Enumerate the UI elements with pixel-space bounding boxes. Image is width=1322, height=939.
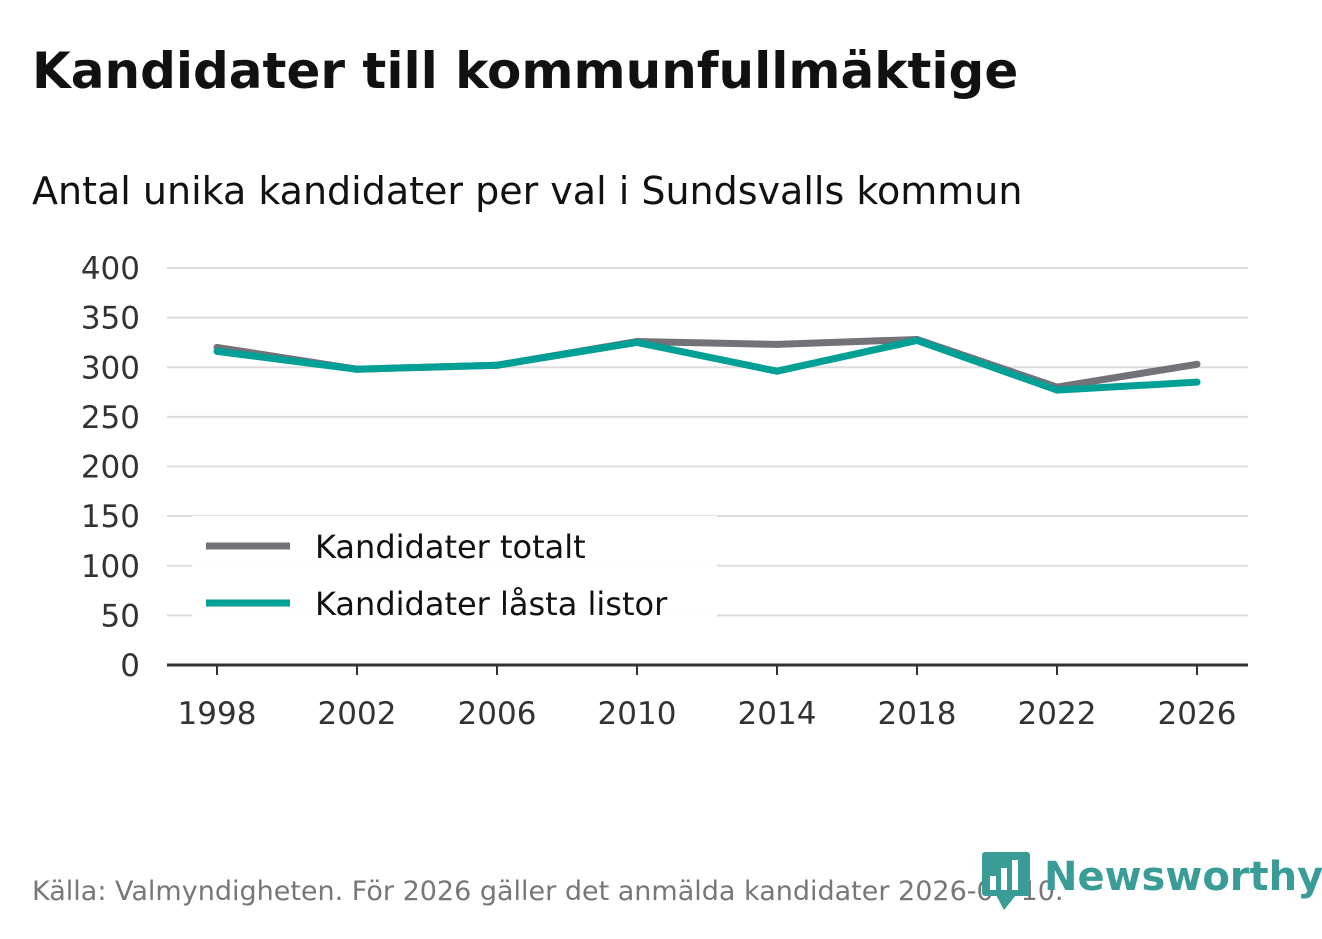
x-tick-label: 2022 [1018, 696, 1097, 732]
data-point-1-2006 [493, 361, 501, 369]
data-point-1-2018 [913, 336, 921, 344]
legend-label-lasta-listor: Kandidater låsta listor [315, 585, 668, 623]
series-lines [213, 335, 1201, 394]
data-point-0-2014 [773, 340, 781, 348]
y-tick-label: 300 [81, 350, 140, 386]
data-point-0-2026 [1193, 360, 1201, 368]
data-point-1-2010 [633, 338, 641, 346]
chart-title: Kandidater till kommunfullmäktige [32, 42, 1018, 100]
x-tick-label: 2006 [458, 696, 537, 732]
chart-subtitle: Antal unika kandidater per val i Sundsva… [32, 169, 1022, 213]
y-tick-label: 200 [81, 450, 140, 486]
y-tick-label: 0 [120, 648, 140, 684]
series-line-1 [216, 336, 1198, 394]
series-line-0 [216, 335, 1198, 391]
y-tick-label: 350 [81, 301, 140, 337]
data-point-1-2014 [773, 367, 781, 375]
legend-label-totalt: Kandidater totalt [315, 528, 586, 566]
x-tick-label: 2010 [598, 696, 677, 732]
x-tick-label: 2002 [318, 696, 397, 732]
legend: Kandidater totalt Kandidater låsta listo… [192, 516, 717, 624]
y-tick-label: 250 [81, 400, 140, 436]
data-point-1-2022 [1053, 386, 1061, 394]
x-tick-label: 2018 [878, 696, 957, 732]
data-point-1-2026 [1193, 378, 1201, 386]
brand-name: Newsworthy [1044, 854, 1322, 900]
data-point-1-2002 [353, 365, 361, 373]
newsworthy-logo: Newsworthy [982, 852, 1322, 910]
data-point-1-1998 [213, 347, 221, 355]
y-tick-label: 50 [101, 598, 140, 634]
y-axis: 0 50 100 150 200 250 300 350 400 [81, 251, 140, 684]
source-note: Källa: Valmyndigheten. För 2026 gäller d… [32, 876, 1064, 907]
x-tick-label: 1998 [178, 696, 257, 732]
x-axis: 1998 2002 2006 2010 2014 2018 2022 2026 [167, 663, 1248, 732]
y-tick-label: 150 [81, 499, 140, 535]
y-tick-label: 400 [81, 251, 140, 287]
y-tick-label: 100 [81, 549, 140, 585]
bar-chart-speech-bubble-icon [982, 852, 1030, 910]
x-tick-label: 2014 [738, 696, 817, 732]
x-tick-label: 2026 [1158, 696, 1237, 732]
